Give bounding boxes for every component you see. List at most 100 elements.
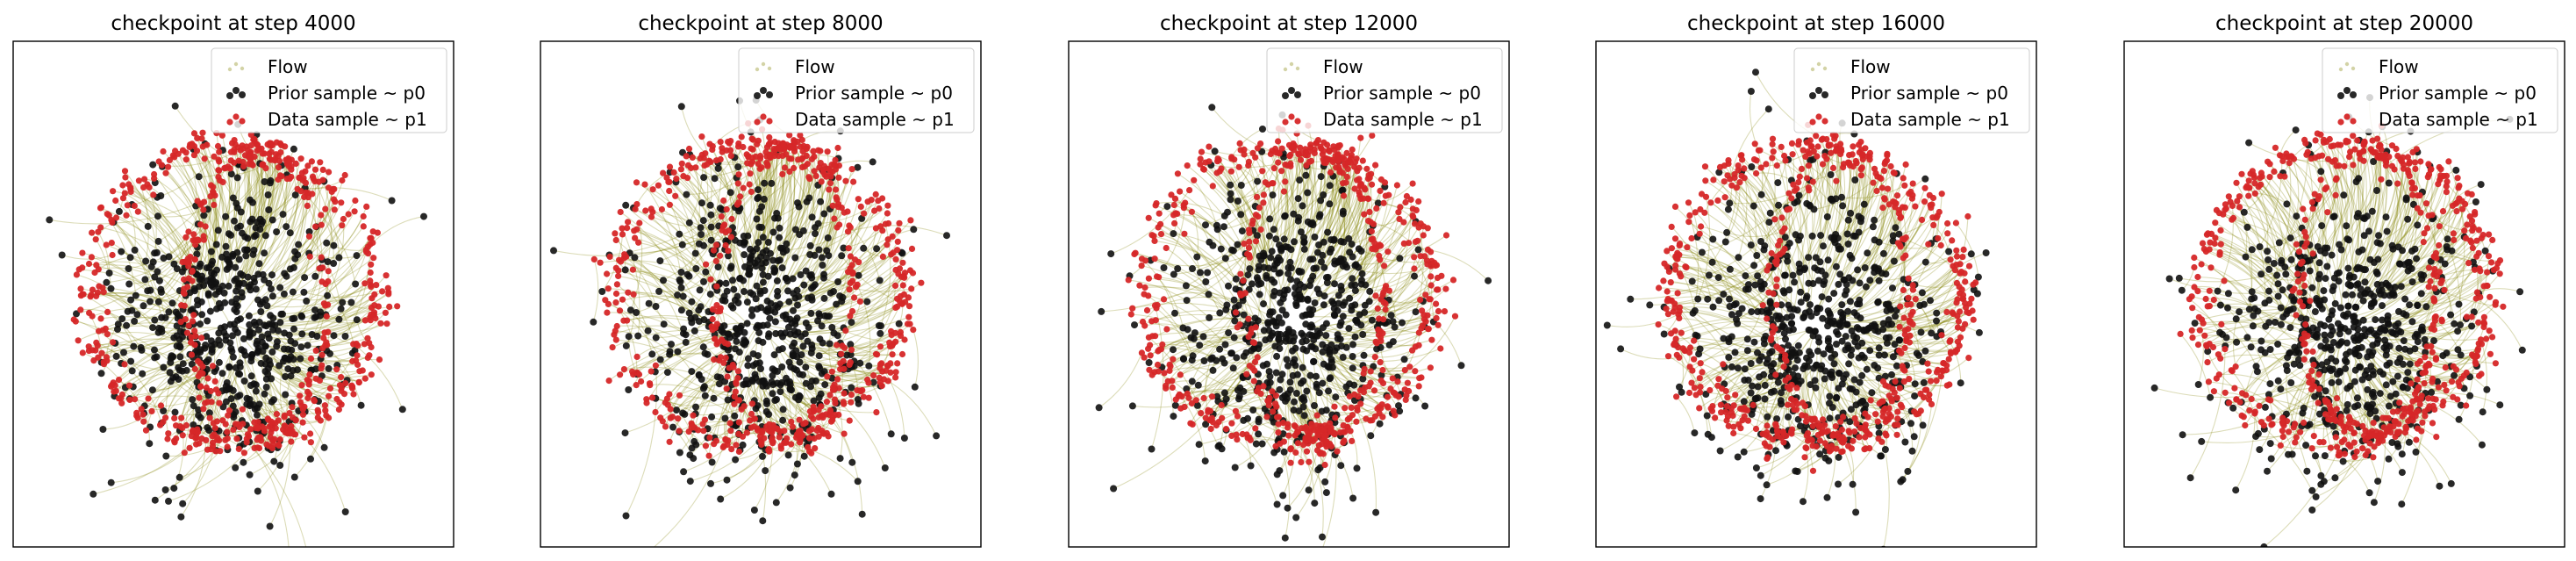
data-point (182, 316, 189, 323)
flow-line (676, 261, 717, 296)
data-point (266, 423, 273, 430)
flow-line (1313, 216, 1414, 311)
prior-point (1251, 314, 1259, 322)
prior-point (753, 282, 761, 290)
data-point (865, 379, 872, 386)
data-point (98, 349, 105, 356)
data-point (745, 153, 752, 160)
data-point (675, 415, 682, 422)
prior-point (1295, 213, 1303, 221)
flow-line (1341, 178, 1370, 291)
data-point (899, 259, 906, 266)
data-point (97, 315, 104, 322)
flow-line (721, 147, 750, 303)
prior-point (1272, 322, 1280, 330)
prior-point (910, 226, 918, 234)
flow-line (615, 330, 670, 352)
prior-point (1258, 440, 1266, 448)
prior-point (255, 260, 263, 268)
prior-point (246, 396, 254, 403)
prior-point (1277, 376, 1284, 384)
flow-line (1231, 387, 1269, 424)
prior-point (1359, 375, 1367, 383)
flow-line (675, 195, 727, 284)
flow-line (1243, 149, 1285, 295)
prior-point (1170, 413, 1177, 421)
flow-line (238, 160, 275, 287)
prior-point (1326, 375, 1334, 383)
data-point (667, 406, 674, 413)
prior-point (806, 241, 814, 249)
data-point (905, 303, 913, 310)
prior-point (1292, 299, 1300, 307)
data-point (133, 409, 140, 416)
prior-point (769, 390, 776, 398)
data-point (819, 428, 826, 435)
flow-line (653, 447, 724, 547)
data-point (204, 399, 211, 406)
prior-point (715, 380, 723, 388)
prior-point (785, 358, 793, 366)
prior-point (1267, 254, 1275, 262)
data-point (121, 168, 129, 175)
prior-point (1292, 284, 1299, 291)
data-point (193, 434, 200, 441)
flow-line (233, 323, 324, 341)
flow-line (630, 222, 643, 311)
prior-point (1209, 241, 1217, 249)
data-point (633, 353, 640, 360)
prior-point (1400, 356, 1408, 363)
data-point (722, 241, 729, 249)
prior-point (719, 328, 727, 336)
prior-point (1396, 255, 1404, 263)
flow-line (763, 159, 803, 200)
data-point (182, 421, 190, 429)
prior-point (1202, 278, 1210, 285)
prior-point (713, 373, 721, 381)
flow-line (1242, 280, 1265, 331)
prior-point (748, 306, 756, 313)
prior-point (682, 338, 690, 346)
prior-point (772, 330, 780, 337)
data-point (360, 223, 367, 230)
data-point (630, 291, 637, 298)
prior-point (1349, 364, 1356, 372)
prior-point (802, 267, 810, 275)
prior-point (1348, 306, 1356, 314)
data-point (855, 196, 862, 203)
prior-point (783, 247, 791, 254)
data-point (633, 226, 640, 233)
prior-point (682, 331, 690, 339)
prior-point (245, 312, 253, 320)
prior-point (147, 298, 154, 306)
data-point (740, 184, 747, 191)
prior-point (1225, 329, 1233, 337)
prior-point (778, 363, 786, 370)
data-point (612, 336, 619, 343)
data-point (134, 208, 141, 215)
data-point (288, 438, 295, 445)
flow-line (755, 162, 770, 264)
prior-point (1272, 369, 1280, 377)
flow-line (273, 306, 379, 323)
prior-point (823, 313, 831, 320)
prior-point (300, 288, 308, 296)
prior-point (141, 276, 149, 284)
prior-point (208, 346, 216, 353)
data-point (103, 241, 110, 248)
prior-point (1289, 371, 1297, 379)
prior-point (1334, 334, 1342, 342)
data-point (635, 239, 642, 246)
flow-line (681, 162, 745, 292)
prior-point (266, 320, 274, 328)
data-point (840, 399, 847, 406)
data-point (304, 202, 311, 209)
prior-point (1174, 265, 1182, 272)
data-point (766, 140, 773, 147)
prior-point (769, 365, 776, 373)
prior-point (1297, 379, 1305, 387)
data-point (847, 279, 854, 286)
prior-point (284, 345, 292, 353)
data-point (775, 140, 782, 147)
prior-point (1280, 235, 1288, 243)
